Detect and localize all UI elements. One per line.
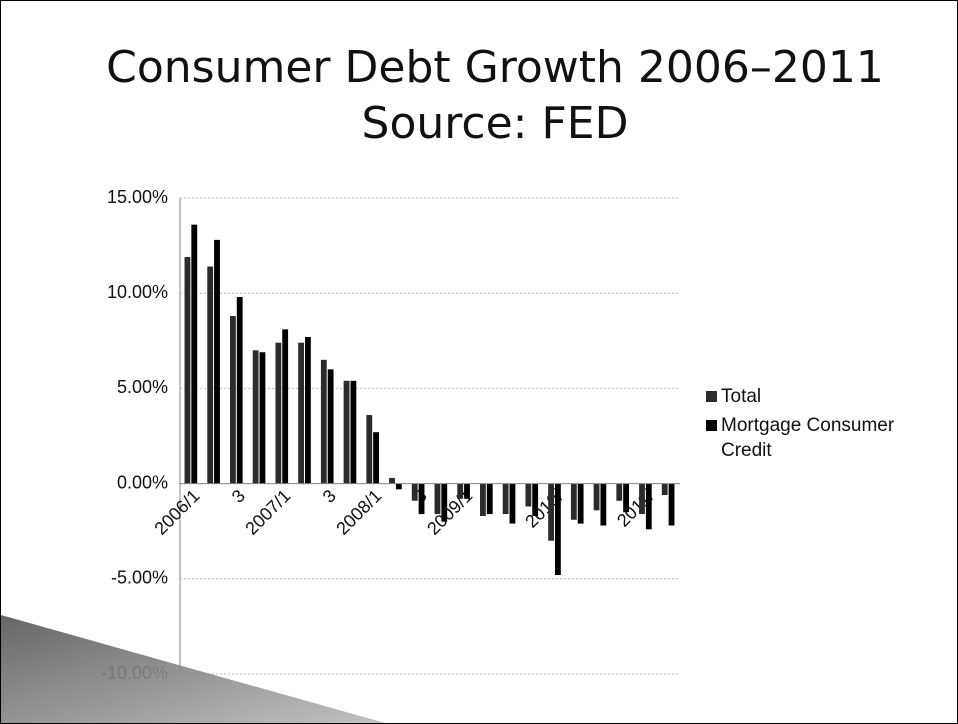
bar: [230, 316, 236, 484]
y-tick-label: 10.00%: [107, 282, 168, 302]
bar: [236, 297, 243, 484]
bar: [327, 369, 334, 484]
bar: [350, 380, 357, 484]
bar: [616, 483, 623, 501]
x-tick-label: 3: [228, 486, 249, 507]
bar: [593, 483, 600, 511]
legend-entry: Mortgage Consumer Credit: [706, 413, 921, 463]
bar: [532, 483, 539, 516]
bar: [434, 483, 441, 515]
bar: [502, 483, 509, 515]
legend: Total Mortgage Consumer Credit: [706, 384, 921, 467]
bar: [207, 266, 214, 484]
bar: [395, 483, 402, 490]
bar: [366, 415, 373, 484]
bar: [645, 483, 652, 530]
bar: [555, 483, 561, 575]
bar: [457, 483, 464, 499]
bar: [343, 380, 350, 484]
bar: [668, 483, 675, 526]
x-tick-label: 2008/1: [332, 486, 385, 539]
y-tick-label: -5.00%: [111, 568, 168, 588]
bar: [282, 329, 289, 484]
legend-swatch: [706, 420, 717, 431]
y-tick-label: 15.00%: [107, 187, 168, 207]
bar: [441, 483, 448, 522]
bar: [184, 257, 191, 484]
bar: [259, 352, 266, 484]
y-tick-label: 5.00%: [117, 377, 168, 397]
bar: [214, 239, 220, 484]
bar: [418, 483, 425, 515]
bar: [320, 359, 327, 484]
bar: [275, 342, 282, 484]
bar: [509, 483, 516, 524]
bar: [661, 483, 668, 496]
bar: [525, 483, 532, 507]
bar: [600, 483, 607, 526]
bar: [252, 350, 259, 484]
legend-label: Mortgage Consumer Credit: [721, 415, 895, 461]
bar: [305, 336, 311, 484]
bar: [480, 483, 486, 516]
bar: [389, 477, 395, 484]
bar: [373, 432, 379, 484]
legend-label: Total: [721, 386, 762, 407]
bar: [486, 483, 493, 515]
bar: [191, 224, 198, 484]
chart-title: Consumer Debt Growth 2006–2011 Source: F…: [106, 42, 884, 149]
bar: [298, 342, 304, 484]
bar: [570, 483, 577, 520]
bar: [464, 483, 470, 499]
x-tick-label: 2006/1: [150, 486, 203, 539]
y-tick-label: 0.00%: [117, 472, 168, 492]
legend-swatch: [706, 391, 717, 402]
x-tick-label: 3: [319, 486, 340, 507]
corner-decoration: [1, 615, 385, 723]
bar: [577, 483, 584, 524]
bar: [548, 483, 554, 541]
x-tick-label: 2007/1: [241, 486, 294, 539]
legend-entry: Total: [706, 384, 921, 409]
bar: [411, 483, 418, 501]
bar: [623, 483, 629, 513]
bar: [639, 483, 645, 515]
